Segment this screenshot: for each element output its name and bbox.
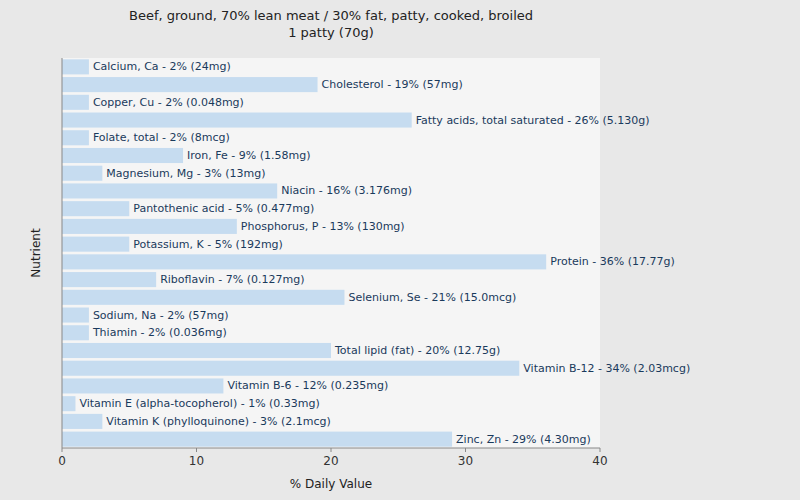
bar-label: Folate, total - 2% (8mcg) bbox=[93, 131, 230, 144]
chart: Beef, ground, 70% lean meat / 30% fat, p… bbox=[0, 0, 800, 500]
bar-label: Total lipid (fat) - 20% (12.75g) bbox=[334, 344, 500, 357]
bar bbox=[62, 113, 412, 128]
x-tick bbox=[62, 448, 63, 452]
x-tick bbox=[331, 448, 332, 452]
bar bbox=[62, 432, 452, 447]
bar bbox=[62, 396, 75, 411]
bar bbox=[62, 59, 89, 74]
x-tick-label: 40 bbox=[592, 454, 607, 468]
bar-label: Iron, Fe - 9% (1.58mg) bbox=[187, 149, 310, 162]
bar-label: Copper, Cu - 2% (0.048mg) bbox=[93, 96, 244, 109]
y-axis-line bbox=[62, 58, 63, 448]
bar bbox=[62, 414, 102, 429]
x-tick-label: 10 bbox=[189, 454, 204, 468]
bar-label: Vitamin B-6 - 12% (0.235mg) bbox=[227, 379, 388, 392]
bar bbox=[62, 378, 223, 393]
bar bbox=[62, 183, 277, 198]
x-tick bbox=[465, 448, 466, 452]
bar-label: Vitamin E (alpha-tocopherol) - 1% (0.33m… bbox=[79, 397, 319, 410]
bar bbox=[62, 325, 89, 340]
bar bbox=[62, 254, 546, 269]
bar-label: Protein - 36% (17.77g) bbox=[550, 255, 675, 268]
bar-label: Calcium, Ca - 2% (24mg) bbox=[93, 60, 231, 73]
bar bbox=[62, 272, 156, 287]
bar-label: Thiamin - 2% (0.036mg) bbox=[92, 326, 227, 339]
bar-label: Potassium, K - 5% (192mg) bbox=[133, 238, 283, 251]
x-axis-label: % Daily Value bbox=[290, 477, 372, 491]
bar bbox=[62, 148, 183, 163]
bar bbox=[62, 343, 331, 358]
bar bbox=[62, 237, 129, 252]
bar bbox=[62, 290, 344, 305]
bar-label: Fatty acids, total saturated - 26% (5.13… bbox=[416, 114, 650, 127]
x-tick-label: 20 bbox=[323, 454, 338, 468]
title-line: Beef, ground, 70% lean meat / 30% fat, p… bbox=[129, 8, 533, 23]
bar-label: Cholesterol - 19% (57mg) bbox=[322, 78, 463, 91]
bar-label: Niacin - 16% (3.176mg) bbox=[281, 184, 412, 197]
bar bbox=[62, 130, 89, 145]
bar bbox=[62, 201, 129, 216]
title-line: 1 patty (70g) bbox=[288, 25, 374, 40]
bar-label: Riboflavin - 7% (0.127mg) bbox=[160, 273, 304, 286]
bar bbox=[62, 95, 89, 110]
bar-label: Zinc, Zn - 29% (4.30mg) bbox=[456, 433, 591, 446]
title: Beef, ground, 70% lean meat / 30% fat, p… bbox=[129, 8, 533, 40]
bar bbox=[62, 308, 89, 323]
bar-label: Vitamin B-12 - 34% (2.03mcg) bbox=[523, 362, 690, 375]
bar bbox=[62, 77, 318, 92]
bar-label: Magnesium, Mg - 3% (13mg) bbox=[106, 167, 265, 180]
x-tick bbox=[196, 448, 197, 452]
bar-label: Vitamin K (phylloquinone) - 3% (2.1mcg) bbox=[106, 415, 330, 428]
y-axis-label: Nutrient bbox=[29, 228, 43, 278]
x-tick-label: 30 bbox=[458, 454, 473, 468]
bar bbox=[62, 361, 519, 376]
bar bbox=[62, 166, 102, 181]
bar-label: Pantothenic acid - 5% (0.477mg) bbox=[133, 202, 314, 215]
bar-label: Selenium, Se - 21% (15.0mcg) bbox=[348, 291, 516, 304]
bar-label: Sodium, Na - 2% (57mg) bbox=[93, 309, 229, 322]
bar-label: Phosphorus, P - 13% (130mg) bbox=[241, 220, 405, 233]
x-tick-label: 0 bbox=[58, 454, 66, 468]
background bbox=[0, 0, 800, 500]
bar bbox=[62, 219, 237, 234]
x-tick bbox=[600, 448, 601, 452]
